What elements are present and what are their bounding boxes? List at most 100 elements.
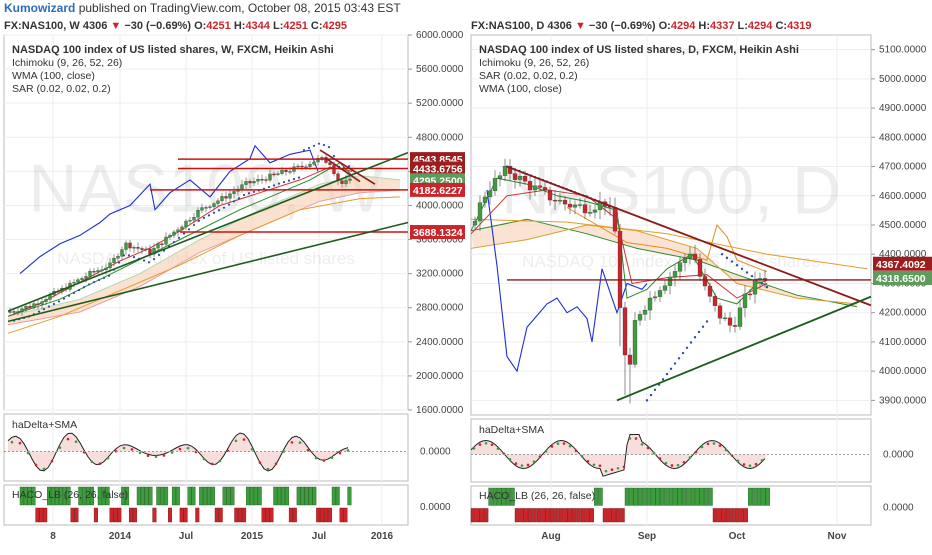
hadelta-sma-dot [640, 443, 644, 446]
oscillator-1-zero-label: 0.0000 [420, 447, 451, 458]
legend-line: NASDAQ 100 index of US listed shares, D,… [479, 44, 799, 56]
senkou-span-b [7, 189, 401, 326]
candle [264, 179, 268, 181]
oscillator-2-title: HACO_LB (26, 26, false) [12, 489, 128, 501]
price-tick-label: 4100.0000 [879, 337, 927, 348]
candle [132, 247, 136, 249]
hadelta-sma-dot [314, 456, 318, 460]
sar-dot [132, 256, 136, 259]
legend-line: SAR (0.02, 0.02, 0.2) [12, 83, 111, 95]
price-label-text: 3688.1324 [413, 227, 463, 239]
candle [156, 243, 160, 249]
sar-dot [720, 253, 724, 256]
hadelta-sma-dot [676, 463, 680, 467]
sar-dot [157, 253, 161, 256]
haco-up-bar [633, 487, 638, 506]
haco-down-bar [113, 507, 118, 523]
sar-dot [677, 357, 681, 360]
hadelta-sma-dot [90, 460, 94, 464]
haco-up-bar [253, 486, 258, 506]
weekly-chart-svg[interactable]: FX:NAS100, W 4306 ▼ −30 (−0.69%) O:4251 … [0, 17, 472, 550]
chart-panel-weekly[interactable]: FX:NAS100, W 4306 ▼ −30 (−0.69%) O:4251 … [0, 17, 472, 550]
candle [712, 296, 718, 306]
price-label-box [410, 182, 472, 197]
haco-up-bar [210, 486, 215, 506]
sar-dot [297, 176, 301, 179]
sar-dot [745, 271, 749, 274]
haco-down-bar [167, 507, 172, 523]
sar-dot [202, 216, 206, 219]
hadelta-sma-dot [258, 461, 262, 464]
candle [248, 181, 252, 184]
haco-up-bar [66, 486, 71, 506]
legend-line: NASDAQ 100 index of US listed shares, W,… [12, 44, 334, 56]
hadelta-sma-dot [598, 464, 602, 467]
haco-down-bar [39, 507, 44, 523]
price-label-box [410, 161, 472, 176]
haco-up-bar [664, 487, 669, 506]
candle [16, 311, 20, 313]
candle [180, 226, 184, 230]
haco-down-bar [70, 507, 75, 523]
sar-dot [42, 307, 46, 311]
trendline-resistance [506, 165, 872, 307]
price-label: 4433.6756 [410, 161, 472, 176]
haco-up-bar [249, 486, 254, 506]
haco-down-bar [234, 507, 239, 523]
candle [116, 256, 120, 259]
haco-up-bar [651, 487, 656, 506]
haco-up-bar [27, 486, 32, 506]
haco-up-bar [62, 486, 67, 506]
haco-down-bar [549, 508, 555, 523]
haco-down-bar [580, 508, 586, 523]
candle [572, 204, 578, 208]
sar-dot [142, 259, 146, 262]
haco-down-bar [43, 507, 48, 523]
haco-down-bar [536, 508, 542, 523]
haco-down-bar [339, 507, 344, 523]
candle [532, 185, 538, 191]
haco-down-bar [470, 508, 476, 523]
hadelta-sma-dot [610, 468, 614, 472]
hadelta-sma-dot [290, 441, 294, 444]
senkou-span-b [470, 224, 858, 305]
sar-dot [187, 228, 191, 231]
price-tick-label: 5600.0000 [416, 64, 464, 75]
sar-dot [302, 148, 306, 152]
haco-down-bar [523, 508, 528, 523]
haco-down-bar [717, 508, 722, 523]
oscillator-2-title: HACO_LB (26, 26, false) [479, 490, 595, 502]
candle [737, 307, 743, 327]
haco-down-bar [558, 508, 564, 523]
candle [72, 282, 76, 284]
haco-down-bar [152, 507, 157, 523]
trendline-lower [7, 221, 409, 323]
hadelta-sma-dot [58, 446, 62, 449]
sar-dot [62, 297, 66, 300]
haco-up-bar [160, 486, 165, 506]
sar-dot [177, 236, 181, 239]
hadelta-sma-dot [742, 463, 746, 466]
sar-dot [72, 291, 76, 295]
hadelta-sma-dot [472, 447, 476, 450]
time-tick-label: 2016 [371, 531, 394, 542]
haco-up-bar [501, 487, 506, 506]
author-link[interactable]: Kumowizard [4, 1, 76, 15]
trendline-resistance [319, 149, 376, 185]
price-tick-label: 4400.0000 [879, 249, 927, 260]
haco-up-bar [285, 486, 290, 506]
chart-panel-daily[interactable]: FX:NAS100, D 4306 ▼ −30 (−0.69%) O:4294 … [467, 17, 932, 550]
candle [340, 180, 344, 184]
hadelta-sma-dot [496, 447, 500, 450]
sar-dot [645, 399, 649, 402]
haco-up-bar [296, 486, 301, 506]
hadelta-sma-dot [478, 443, 482, 446]
hadelta-sma-dot [550, 445, 554, 448]
candle [657, 290, 663, 297]
price-label-box [873, 271, 932, 286]
daily-chart-svg[interactable]: FX:NAS100, D 4306 ▼ −30 (−0.69%) O:4294 … [467, 17, 932, 550]
haco-up-bar [642, 487, 647, 506]
candle [702, 276, 708, 287]
hadelta-sma-dot [670, 464, 674, 467]
haco-down-bar [35, 507, 40, 523]
